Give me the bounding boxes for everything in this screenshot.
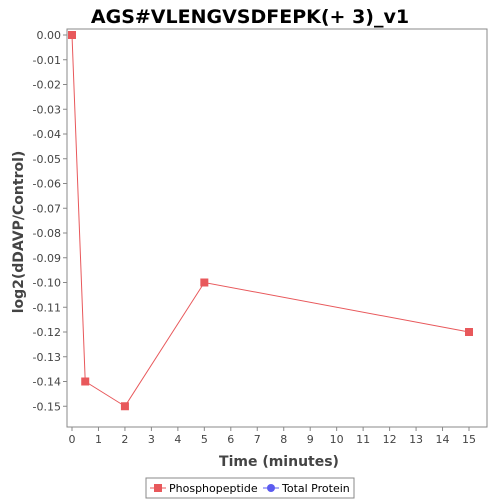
y-tick-label: -0.15 bbox=[33, 400, 61, 413]
data-point-phosphopeptide bbox=[68, 31, 76, 39]
y-tick-label: -0.07 bbox=[33, 202, 61, 215]
plot-area bbox=[66, 28, 488, 428]
legend-marker-total-protein bbox=[267, 484, 275, 492]
x-tick-label: 8 bbox=[280, 433, 287, 446]
y-tick-label: 0.00 bbox=[37, 29, 62, 42]
y-axis: 0.00 -0.01 -0.02 -0.03 -0.04 -0.05 -0.06 -0.07 -… bbox=[33, 29, 67, 413]
legend: Phosphopeptide Total Protein bbox=[145, 477, 355, 499]
y-axis-label: log2(dDAVP/Control) bbox=[11, 151, 27, 314]
legend-marker-phosphopeptide bbox=[154, 484, 162, 492]
y-tick-label: -0.03 bbox=[33, 103, 61, 116]
x-tick-label: 3 bbox=[148, 433, 155, 446]
x-tick-label: 2 bbox=[121, 433, 128, 446]
y-tick-label: -0.14 bbox=[33, 376, 61, 389]
x-tick-label: 11 bbox=[356, 433, 370, 446]
y-tick-label: -0.12 bbox=[33, 326, 61, 339]
y-tick-label: -0.02 bbox=[33, 79, 61, 92]
legend-box bbox=[145, 477, 355, 499]
series-layer bbox=[68, 31, 473, 411]
x-tick-label: 0 bbox=[69, 433, 76, 446]
data-point-phosphopeptide bbox=[465, 328, 473, 336]
legend-label-phosphopeptide: Phosphopeptide bbox=[169, 482, 258, 495]
data-point-phosphopeptide bbox=[81, 377, 90, 386]
y-tick-label: -0.04 bbox=[33, 128, 61, 141]
x-tick-label: 4 bbox=[174, 433, 181, 446]
y-tick-label: -0.08 bbox=[33, 227, 61, 240]
y-tick-label: -0.13 bbox=[33, 351, 61, 364]
x-axis-label: Time (minutes) bbox=[219, 454, 339, 470]
x-tick-label: 10 bbox=[330, 433, 344, 446]
y-tick-label: -0.10 bbox=[33, 277, 61, 290]
x-tick-label: 9 bbox=[307, 433, 314, 446]
y-tick-label: -0.05 bbox=[33, 153, 61, 166]
y-tick-label: -0.06 bbox=[33, 178, 61, 191]
chart-title: AGS#VLENGVSDFEPK(+ 3)_v1 bbox=[91, 6, 409, 28]
x-tick-label: 14 bbox=[436, 433, 450, 446]
data-point-phosphopeptide bbox=[120, 402, 129, 411]
x-tick-label: 13 bbox=[409, 433, 423, 446]
data-point-phosphopeptide bbox=[200, 278, 209, 287]
y-tick-label: -0.09 bbox=[33, 252, 61, 265]
x-tick-label: 7 bbox=[254, 433, 261, 446]
y-tick-label: -0.01 bbox=[33, 54, 61, 67]
x-tick-label: 15 bbox=[462, 433, 476, 446]
x-tick-label: 12 bbox=[383, 433, 397, 446]
x-tick-label: 1 bbox=[95, 433, 102, 446]
legend-label-total-protein: Total Protein bbox=[281, 482, 350, 495]
x-tick-label: 5 bbox=[201, 433, 208, 446]
x-tick-label: 6 bbox=[227, 433, 234, 446]
y-tick-label: -0.11 bbox=[33, 301, 61, 314]
x-axis: 0 1 2 3 4 5 6 7 8 9 10 11 12 13 14 15 bbox=[69, 427, 476, 446]
